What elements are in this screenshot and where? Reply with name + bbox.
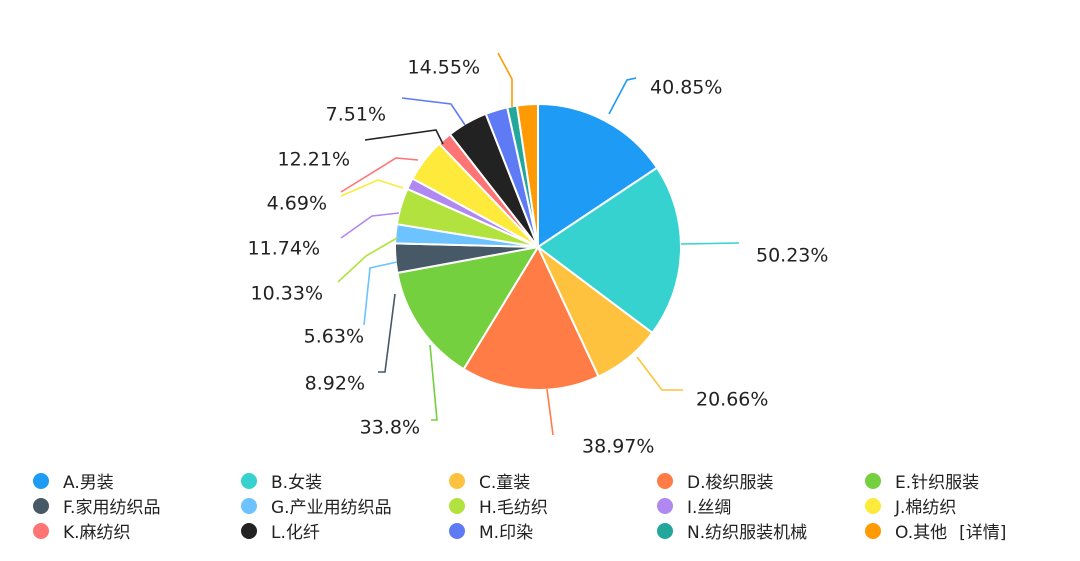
legend-label: N.纺织服装机械 [687,523,808,543]
pie-slice-a[interactable] [537,103,659,248]
legend-item-h[interactable]: H.毛纺织 [449,493,657,518]
leader-line-j [340,179,404,197]
legend-marker [657,497,673,514]
pie-slice-o[interactable] [515,103,539,248]
legend-label: E.针织服装 [895,473,980,493]
legend-item-o[interactable]: O.其他 [详情] [865,518,1073,543]
pct-label-l: 7.51% [326,104,386,126]
pct-label-e: 33.8% [360,417,420,439]
percentage-labels: 40.85% 50.23% 20.66% 38.97% 33.8% 8.92% 5.63% 1… [248,57,829,458]
leader-line-f [378,293,396,373]
legend-item-j[interactable]: J.棉纺织 [865,493,1073,518]
pct-label-k: 12.21% [278,149,350,171]
legend-marker [33,472,49,489]
pie-slice-b[interactable] [537,166,682,334]
chart-legend: A.男装 B.女装 C.童装 D.梭织服装 E.针织服装 F.家用纺织品 G.产业用纺织品 H… [33,468,1073,543]
pct-label-f: 8.92% [305,373,365,395]
pct-label-b: 50.23% [756,245,828,267]
leader-line-h [337,237,398,283]
legend-label: L.化纤 [271,523,320,543]
pie-slices [394,103,682,391]
leader-line-a [608,77,637,115]
legend-label: K.麻纺织 [63,523,131,543]
legend-marker [241,472,257,489]
legend-label: M.印染 [479,523,534,543]
pct-label-d: 38.97% [582,436,654,458]
legend-marker [865,472,881,489]
legend-marker [865,522,881,539]
legend-item-k[interactable]: K.麻纺织 [33,518,241,543]
legend-item-a[interactable]: A.男装 [33,468,241,493]
legend-marker [241,522,257,539]
legend-marker [241,497,257,514]
legend-marker [449,497,465,514]
pct-label-h: 10.33% [251,283,323,305]
legend-item-b[interactable]: B.女装 [241,468,449,493]
legend-label: G.产业用纺织品 [271,498,392,518]
pct-label-j: 4.69% [267,193,327,215]
legend-label: H.毛纺织 [479,498,548,518]
legend-item-n[interactable]: N.纺织服装机械 [657,518,865,543]
legend-marker [657,522,673,539]
pct-label-o: 14.55% [408,57,480,79]
legend-label: D.梭织服装 [687,473,774,493]
pct-label-a: 40.85% [650,77,722,99]
leader-line-c [636,356,683,391]
pct-label-i: 11.74% [248,238,320,260]
legend-label: C.童装 [479,473,531,493]
legend-item-e[interactable]: E.针织服装 [865,468,1073,493]
details-link[interactable]: [详情] [959,523,1007,543]
leader-line-d [546,388,554,436]
legend-marker [449,522,465,539]
legend-marker [33,522,49,539]
leader-line-l [364,129,444,145]
legend-label: F.家用纺织品 [63,498,161,518]
legend-item-g[interactable]: G.产业用纺织品 [241,493,449,518]
legend-label: B.女装 [271,473,323,493]
pie-slice-d[interactable] [462,246,600,391]
leader-line-k [340,157,419,193]
pct-label-c: 20.66% [696,389,768,411]
legend-label: O.其他 [895,523,948,543]
legend-item-i[interactable]: I.丝绸 [657,493,865,518]
legend-item-d[interactable]: D.梭织服装 [657,468,865,493]
legend-marker [865,497,881,514]
legend-marker [33,497,49,514]
legend-item-c[interactable]: C.童装 [449,468,657,493]
legend-label: J.棉纺织 [895,498,957,518]
pie-chart: 40.85% 50.23% 20.66% 38.97% 33.8% 8.92% 5.63% 1… [248,52,829,458]
legend-item-l[interactable]: L.化纤 [241,518,449,543]
leader-line-g [363,261,398,326]
leader-line-b [680,242,740,245]
legend-item-m[interactable]: M.印染 [449,518,657,543]
leader-line-m [401,97,466,126]
legend-label: I.丝绸 [687,498,732,518]
pie-slice-e[interactable] [396,246,539,371]
leader-line-i [340,212,400,239]
legend-label: A.男装 [63,473,114,493]
leader-line-e [429,344,438,421]
leader-line-o [497,52,513,107]
legend-item-f[interactable]: F.家用纺织品 [33,493,241,518]
leader-lines [337,52,740,436]
legend-marker [449,472,465,489]
legend-marker [657,472,673,489]
pct-label-g: 5.63% [304,326,364,348]
